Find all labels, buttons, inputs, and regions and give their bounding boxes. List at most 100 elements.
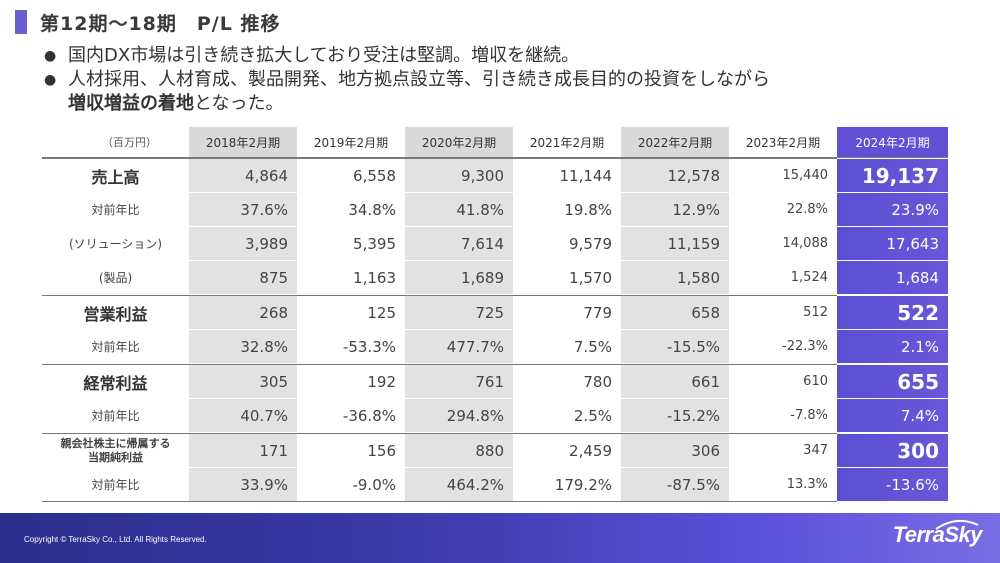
table-cell: 12,578: [621, 158, 729, 193]
table-cell: 192: [297, 364, 405, 399]
page-title: 第12期～18期 P/L 推移: [40, 13, 281, 35]
highlight-cell: 19,137: [837, 158, 948, 193]
table-cell: 477.7%: [405, 330, 513, 364]
table-row: 売上高 4,864 6,558 9,300 11,144 12,578 15,440 19,1…: [42, 158, 948, 193]
table-cell: 15,440: [729, 158, 837, 193]
table-cell: 875: [189, 261, 297, 295]
table-cell: 7.5%: [513, 330, 621, 364]
row-label: (製品): [42, 261, 189, 295]
table-row: (製品) 875 1,163 1,689 1,570 1,580 1,524 1,684: [42, 261, 948, 295]
table-header-row: （百万円） 2018年2月期 2019年2月期 2020年2月期 2021年2月…: [42, 127, 948, 158]
highlight-cell: 23.9%: [837, 193, 948, 227]
table-cell: 1,163: [297, 261, 405, 295]
table-cell: 1,570: [513, 261, 621, 295]
pl-table: （百万円） 2018年2月期 2019年2月期 2020年2月期 2021年2月…: [42, 127, 948, 502]
row-label: 対前年比: [42, 468, 189, 502]
table-cell: 3,989: [189, 227, 297, 261]
table-row: 対前年比 32.8% -53.3% 477.7% 7.5% -15.5% -22.3% 2.1…: [42, 330, 948, 364]
table-row: (ソリューション) 3,989 5,395 7,614 9,579 11,159 14,08…: [42, 227, 948, 261]
table-cell: -15.2%: [621, 399, 729, 433]
row-label: 売上高: [42, 158, 189, 193]
row-label: 対前年比: [42, 399, 189, 433]
table-cell: 7,614: [405, 227, 513, 261]
table-cell: -15.5%: [621, 330, 729, 364]
table-cell: 14,088: [729, 227, 837, 261]
company-logo: TerraSky: [892, 522, 983, 547]
table-cell: 156: [297, 433, 405, 468]
bullet-dot-icon: ●: [44, 72, 57, 88]
copyright-text: Copyright © TerraSky Co., Ltd. All Right…: [24, 535, 207, 544]
table-cell: 11,159: [621, 227, 729, 261]
table-cell: -87.5%: [621, 468, 729, 502]
column-header: 2019年2月期: [297, 127, 405, 158]
table-row: 経常利益 305 192 761 780 661 610 655: [42, 364, 948, 399]
table-cell: 2.5%: [513, 399, 621, 433]
highlight-cell: 1,684: [837, 261, 948, 295]
table-cell: 2,459: [513, 433, 621, 468]
table-cell: 13.3%: [729, 468, 837, 502]
table-cell: 725: [405, 295, 513, 330]
column-header: 2021年2月期: [513, 127, 621, 158]
table-cell: 761: [405, 364, 513, 399]
table-cell: 5,395: [297, 227, 405, 261]
table-cell: 658: [621, 295, 729, 330]
row-label: 対前年比: [42, 330, 189, 364]
title-accent-bar: [15, 10, 27, 34]
table-cell: 306: [621, 433, 729, 468]
table-cell: 22.8%: [729, 193, 837, 227]
table-cell: 268: [189, 295, 297, 330]
bullet-text: 国内DX市場は引き続き拡大しており受注は堅調。増収を継続。: [68, 45, 580, 66]
row-label: 営業利益: [42, 295, 189, 330]
bullet-text-part: 人材採用、人材育成、製品開発、地方拠点設立等、引き続き成長目的の投資をしながら: [68, 69, 770, 90]
table-cell: -7.8%: [729, 399, 837, 433]
table-cell: 33.9%: [189, 468, 297, 502]
bullet-item: ● 国内DX市場は引き続き拡大しており受注は堅調。増収を継続。: [44, 44, 984, 68]
bullet-item: ● 人材採用、人材育成、製品開発、地方拠点設立等、引き続き成長目的の投資をしなが…: [44, 68, 984, 116]
table-cell: 610: [729, 364, 837, 399]
table-cell: 512: [729, 295, 837, 330]
table-cell: 1,524: [729, 261, 837, 295]
logo-swoosh-icon: [935, 519, 979, 530]
table-cell: 780: [513, 364, 621, 399]
table-row: 対前年比 33.9% -9.0% 464.2% 179.2% -87.5% 13.3% -13…: [42, 468, 948, 502]
row-label: 経常利益: [42, 364, 189, 399]
row-label: (ソリューション): [42, 227, 189, 261]
unit-label: （百万円）: [42, 127, 189, 158]
table-cell: 4,864: [189, 158, 297, 193]
table-cell: 41.8%: [405, 193, 513, 227]
table-cell: 11,144: [513, 158, 621, 193]
table-cell: 294.8%: [405, 399, 513, 433]
table-row: 対前年比 37.6% 34.8% 41.8% 19.8% 12.9% 22.8% 23.9%: [42, 193, 948, 227]
table-cell: 661: [621, 364, 729, 399]
table-cell: 12.9%: [621, 193, 729, 227]
bullet-dot-icon: ●: [44, 48, 57, 64]
table-cell: 37.6%: [189, 193, 297, 227]
table-cell: 32.8%: [189, 330, 297, 364]
highlight-cell: 655: [837, 364, 948, 399]
highlight-cell: 300: [837, 433, 948, 468]
highlight-cell: 17,643: [837, 227, 948, 261]
table-cell: 179.2%: [513, 468, 621, 502]
row-label: 対前年比: [42, 193, 189, 227]
highlight-cell: 522: [837, 295, 948, 330]
row-label-line: 当期純利益: [88, 450, 143, 464]
table-cell: 125: [297, 295, 405, 330]
highlight-cell: 2.1%: [837, 330, 948, 364]
table-cell: -53.3%: [297, 330, 405, 364]
column-header: 2018年2月期: [189, 127, 297, 158]
table-cell: 880: [405, 433, 513, 468]
table-row: 親会社株主に帰属する 当期純利益 171 156 880 2,459 306 347 300: [42, 433, 948, 468]
table-cell: 40.7%: [189, 399, 297, 433]
table-cell: 6,558: [297, 158, 405, 193]
column-header: 2023年2月期: [729, 127, 837, 158]
table-cell: 1,580: [621, 261, 729, 295]
bullet-emphasis: 増収増益の着地: [68, 93, 194, 114]
table-row: 対前年比 40.7% -36.8% 294.8% 2.5% -15.2% -7.8% 7.4%: [42, 399, 948, 433]
table-cell: 305: [189, 364, 297, 399]
table-cell: 347: [729, 433, 837, 468]
table-cell: -9.0%: [297, 468, 405, 502]
footer-bar: Copyright © TerraSky Co., Ltd. All Right…: [0, 513, 1000, 563]
row-label-line: 親会社株主に帰属する: [60, 436, 171, 450]
table-cell: 9,300: [405, 158, 513, 193]
table-cell: 464.2%: [405, 468, 513, 502]
